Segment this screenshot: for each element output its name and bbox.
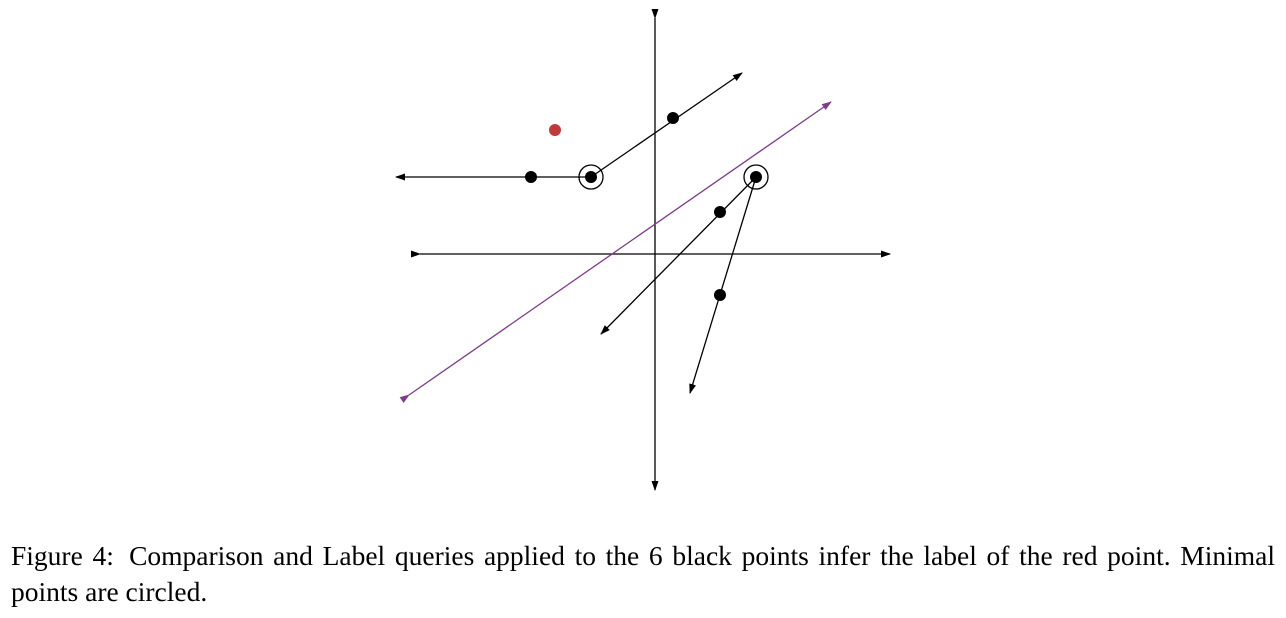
- minimal-circle-p2: [578, 164, 604, 190]
- black-point: [667, 112, 679, 124]
- black-point: [525, 171, 537, 183]
- red-query-point: [549, 124, 561, 136]
- caption-label: Figure 4:: [11, 540, 114, 571]
- separator-line: [399, 101, 832, 404]
- black-point: [585, 171, 597, 183]
- ray-down: [689, 176, 757, 394]
- ray-down-left: [600, 176, 757, 335]
- black-points: [525, 112, 762, 301]
- coordinate-axes: [411, 9, 891, 491]
- figure-caption: Figure 4: Comparison and Label queries a…: [11, 538, 1275, 610]
- black-point: [714, 206, 726, 218]
- caption-text: Comparison and Label queries applied to …: [11, 540, 1275, 607]
- black-point: [714, 289, 726, 301]
- comparison-rays: [395, 72, 757, 394]
- diagram-figure: [395, 9, 891, 491]
- ray-up-right: [590, 72, 743, 178]
- minimal-circle-p4: [743, 164, 769, 190]
- minimal-point-markers: [578, 164, 769, 190]
- black-point: [750, 171, 762, 183]
